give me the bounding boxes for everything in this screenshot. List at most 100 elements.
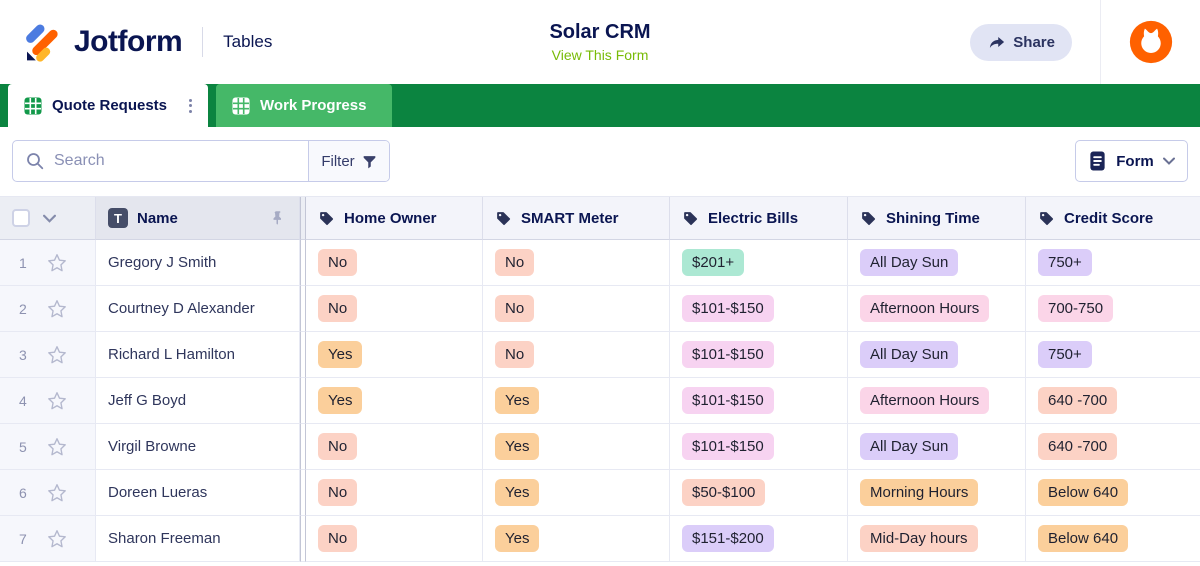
electric-bills-cell[interactable]: $101-$150 (670, 378, 848, 424)
star-icon[interactable] (46, 344, 68, 366)
credit-score-cell[interactable]: 750+ (1026, 332, 1200, 378)
badge: Yes (495, 387, 540, 414)
column-header-shining-time[interactable]: Shining Time (848, 197, 1026, 240)
row-number: 4 (19, 392, 27, 409)
pinned-column-divider (300, 286, 306, 332)
name-cell[interactable]: Virgil Browne (96, 424, 300, 470)
credit-score-cell[interactable]: 640 -700 (1026, 424, 1200, 470)
share-button[interactable]: Share (970, 23, 1072, 61)
badge: No (318, 525, 358, 552)
name-cell[interactable]: Doreen Lueras (96, 470, 300, 516)
column-header-label: SMART Meter (521, 209, 619, 227)
electric-bills-cell[interactable]: $101-$150 (670, 286, 848, 332)
home-owner-cell[interactable]: No (306, 240, 483, 286)
smart-meter-cell[interactable]: Yes (483, 470, 670, 516)
pinned-column-divider (300, 378, 306, 424)
credit-score-cell[interactable]: 640 -700 (1026, 378, 1200, 424)
badge: No (318, 295, 358, 322)
smart-meter-cell[interactable]: No (483, 332, 670, 378)
jotform-logo-icon (26, 24, 58, 62)
user-avatar[interactable] (1125, 16, 1177, 68)
name-cell[interactable]: Courtney D Alexander (96, 286, 300, 332)
shining-time-cell[interactable]: All Day Sun (848, 332, 1026, 378)
smart-meter-cell[interactable]: Yes (483, 378, 670, 424)
name-value: Sharon Freeman (108, 530, 221, 547)
chevron-down-icon[interactable] (43, 214, 56, 223)
smart-meter-cell[interactable]: No (483, 286, 670, 332)
name-value: Courtney D Alexander (108, 300, 255, 317)
table-row: 6 Doreen Lueras No Yes $50-$100 Morning … (0, 470, 1200, 516)
tag-icon (1040, 211, 1054, 225)
shining-time-cell[interactable]: Morning Hours (848, 470, 1026, 516)
star-icon[interactable] (46, 298, 68, 320)
name-value: Gregory J Smith (108, 254, 217, 271)
form-view-button-label: Form (1116, 152, 1154, 170)
tab-quote-requests[interactable]: Quote Requests (8, 84, 209, 127)
pin-icon[interactable] (269, 208, 287, 228)
smart-meter-cell[interactable]: No (483, 240, 670, 286)
column-header-smart-meter[interactable]: SMART Meter (483, 197, 670, 240)
shining-time-cell[interactable]: Mid-Day hours (848, 516, 1026, 562)
filter-button[interactable]: Filter (308, 141, 389, 181)
form-view-button[interactable]: Form (1075, 140, 1188, 182)
brand-divider (202, 27, 204, 57)
shining-time-cell[interactable]: All Day Sun (848, 424, 1026, 470)
smart-meter-cell[interactable]: Yes (483, 424, 670, 470)
electric-bills-cell[interactable]: $201+ (670, 240, 848, 286)
credit-score-cell[interactable]: Below 640 (1026, 470, 1200, 516)
badge: No (318, 433, 358, 460)
electric-bills-cell[interactable]: $151-$200 (670, 516, 848, 562)
shining-time-cell[interactable]: Afternoon Hours (848, 286, 1026, 332)
badge: 640 -700 (1038, 433, 1118, 460)
smart-meter-cell[interactable]: Yes (483, 516, 670, 562)
brand[interactable]: Jotform Tables (0, 21, 272, 63)
credit-score-cell[interactable]: Below 640 (1026, 516, 1200, 562)
search-input[interactable] (54, 152, 295, 170)
name-cell[interactable]: Jeff G Boyd (96, 378, 300, 424)
home-owner-cell[interactable]: No (306, 470, 483, 516)
name-cell[interactable]: Sharon Freeman (96, 516, 300, 562)
badge: Yes (318, 341, 363, 368)
electric-bills-cell[interactable]: $101-$150 (670, 332, 848, 378)
star-icon[interactable] (46, 436, 68, 458)
home-owner-cell[interactable]: Yes (306, 378, 483, 424)
electric-bills-cell[interactable]: $101-$150 (670, 424, 848, 470)
avatar-area (1101, 16, 1200, 68)
badge: Below 640 (1038, 525, 1129, 552)
badge: Yes (318, 387, 363, 414)
column-header-electric-bills[interactable]: Electric Bills (670, 197, 848, 240)
name-cell[interactable]: Richard L Hamilton (96, 332, 300, 378)
text-type-icon: T (108, 208, 128, 228)
star-icon[interactable] (46, 528, 68, 550)
view-this-form-link[interactable]: View This Form (551, 47, 649, 63)
name-value: Virgil Browne (108, 438, 197, 455)
home-owner-cell[interactable]: Yes (306, 332, 483, 378)
home-owner-cell[interactable]: No (306, 286, 483, 332)
tab-work-progress[interactable]: Work Progress (216, 84, 393, 127)
name-cell[interactable]: Gregory J Smith (96, 240, 300, 286)
select-all-header-cell (0, 197, 96, 240)
home-owner-cell[interactable]: No (306, 516, 483, 562)
badge: All Day Sun (860, 341, 959, 368)
column-header-credit-score[interactable]: Credit Score (1026, 197, 1200, 240)
credit-score-cell[interactable]: 700-750 (1026, 286, 1200, 332)
page-title: Solar CRM (549, 21, 651, 43)
tab-menu-kebab-icon[interactable] (183, 93, 198, 119)
select-all-checkbox[interactable] (12, 209, 30, 227)
shining-time-cell[interactable]: Afternoon Hours (848, 378, 1026, 424)
row-number: 1 (19, 254, 27, 271)
star-icon[interactable] (46, 390, 68, 412)
electric-bills-cell[interactable]: $50-$100 (670, 470, 848, 516)
shining-time-cell[interactable]: All Day Sun (848, 240, 1026, 286)
column-header-name[interactable]: T Name (96, 197, 300, 240)
credit-score-cell[interactable]: 750+ (1026, 240, 1200, 286)
column-header-home-owner[interactable]: Home Owner (306, 197, 483, 240)
badge: $151-$200 (682, 525, 774, 552)
badge: All Day Sun (860, 249, 959, 276)
badge: 750+ (1038, 341, 1092, 368)
star-icon[interactable] (46, 252, 68, 274)
home-owner-cell[interactable]: No (306, 424, 483, 470)
search-box (13, 141, 308, 181)
star-icon[interactable] (46, 482, 68, 504)
column-header-label: Credit Score (1064, 209, 1154, 227)
